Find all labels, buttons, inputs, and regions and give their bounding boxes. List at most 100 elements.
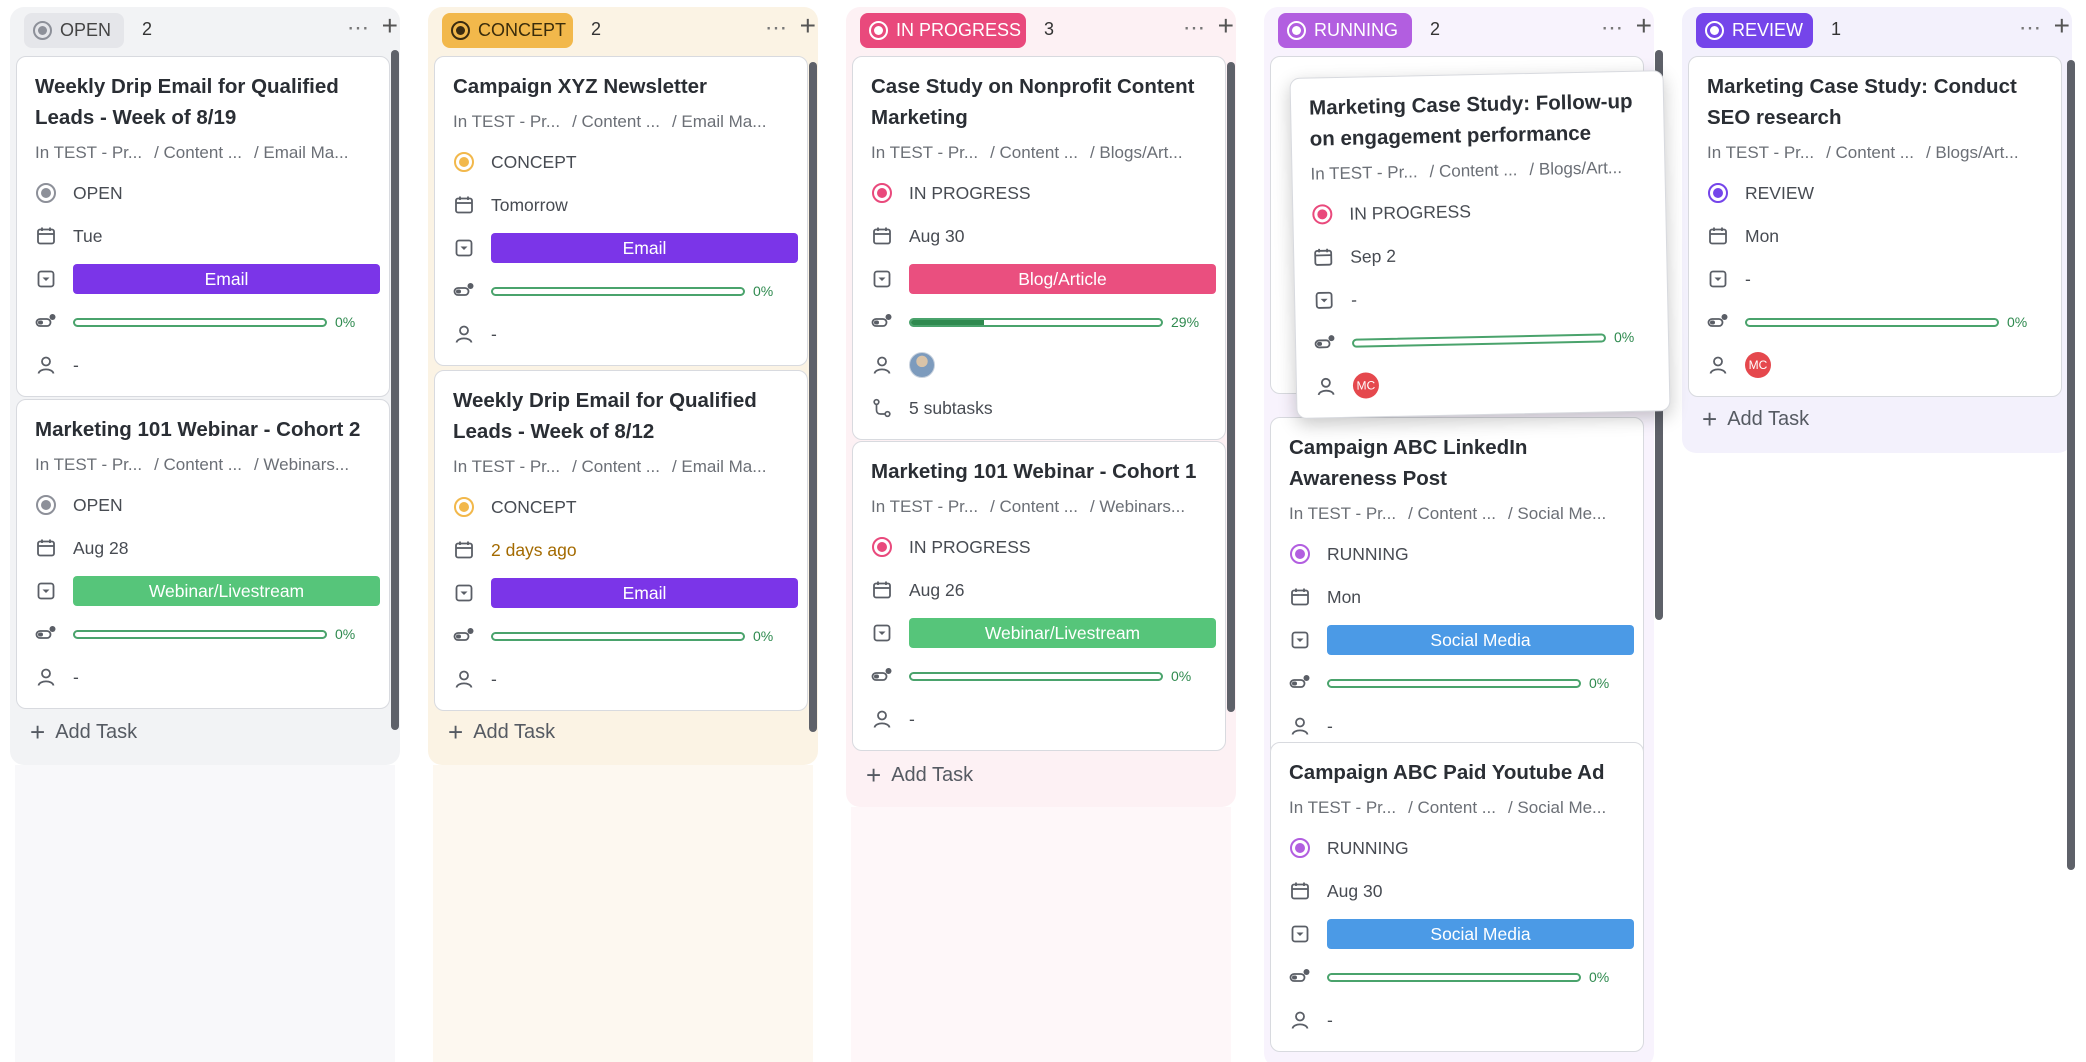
add-task-button[interactable]: + Add Task (448, 717, 555, 748)
task-card[interactable]: Campaign ABC LinkedIn Awareness Post In T… (1270, 417, 1644, 758)
breadcrumb-segment[interactable]: / Email Ma... (671, 112, 767, 131)
breadcrumb-segment[interactable]: In TEST - Pr... (453, 457, 561, 476)
assignee-avatar[interactable]: MC (1352, 372, 1380, 399)
task-breadcrumb[interactable]: In TEST - Pr... / Content ... / Email Ma..… (35, 143, 380, 163)
task-title[interactable]: Marketing 101 Webinar - Cohort 2 (35, 418, 361, 441)
content-type-empty[interactable]: - (1745, 268, 1751, 289)
calendar-field[interactable]: Mon (1289, 583, 1634, 611)
breadcrumb-segment[interactable]: In TEST - Pr... (1289, 504, 1397, 523)
breadcrumb-segment[interactable]: In TEST - Pr... (1707, 143, 1815, 162)
subtask-count[interactable]: 5 subtasks (909, 397, 993, 418)
add-task-button[interactable]: + Add Task (866, 760, 973, 791)
breadcrumb-segment[interactable]: / Content ... (1429, 160, 1518, 182)
task-card[interactable]: Campaign XYZ Newsletter In TEST - Pr... / … (434, 56, 808, 366)
breadcrumb-segment[interactable]: / Content ... (1826, 143, 1914, 162)
progress-field[interactable]: 0% (871, 662, 1216, 690)
column-scrollbar[interactable] (391, 50, 399, 730)
breadcrumb-segment[interactable]: In TEST - Pr... (871, 497, 979, 516)
task-title[interactable]: Marketing Case Study: Follow-up on engag… (1308, 89, 1633, 151)
assignee-empty[interactable]: - (73, 354, 79, 375)
content-type-tag[interactable]: Email (73, 264, 380, 294)
content-type-tag[interactable]: Webinar/Livestream (73, 576, 380, 606)
add-task-plus-icon[interactable]: + (799, 10, 816, 41)
progress-field[interactable]: 0% (453, 277, 798, 305)
dropdown-field-field[interactable]: Social Media (1289, 919, 1634, 949)
person-field[interactable]: - (35, 663, 380, 691)
breadcrumb-segment[interactable]: In TEST - Pr... (1310, 162, 1418, 184)
add-task-plus-icon[interactable]: + (1217, 10, 1234, 41)
status-circle-field[interactable]: OPEN (35, 179, 380, 207)
breadcrumb-segment[interactable]: In TEST - Pr... (453, 112, 561, 131)
assignee-empty[interactable]: - (73, 666, 79, 687)
add-task-plus-icon[interactable]: + (1635, 10, 1652, 41)
task-breadcrumb[interactable]: In TEST - Pr... / Content ... / Email Ma..… (453, 457, 798, 477)
calendar-field[interactable]: Aug 30 (871, 222, 1216, 250)
person-field[interactable]: - (453, 665, 798, 693)
task-breadcrumb[interactable]: In TEST - Pr... / Content ... / Blogs/Art.… (871, 143, 1216, 163)
task-card[interactable]: Marketing 101 Webinar - Cohort 1 In TEST … (852, 441, 1226, 751)
task-title[interactable]: Campaign ABC LinkedIn Awareness Post (1289, 436, 1528, 490)
breadcrumb-segment[interactable]: / Email Ma... (671, 457, 767, 476)
breadcrumb-segment[interactable]: / Blogs/Art... (1089, 143, 1183, 162)
dropdown-field-field[interactable]: Email (453, 578, 798, 608)
task-card[interactable]: Campaign ABC Paid Youtube Ad In TEST - Pr… (1270, 742, 1644, 1052)
task-card[interactable]: Marketing 101 Webinar - Cohort 2 In TEST … (16, 399, 390, 709)
status-circle-field[interactable]: REVIEW (1707, 179, 2052, 207)
calendar-field[interactable]: 2 days ago (453, 536, 798, 564)
breadcrumb-segment[interactable]: / Social Me... (1507, 504, 1607, 523)
task-title[interactable]: Marketing Case Study: Conduct SEO resear… (1707, 75, 2017, 129)
content-type-tag[interactable]: Email (491, 233, 798, 263)
status-pill[interactable]: CONCEPT (442, 13, 573, 48)
breadcrumb-segment[interactable]: In TEST - Pr... (1289, 798, 1397, 817)
assignee-empty[interactable]: - (491, 323, 497, 344)
progress-field[interactable]: 0% (35, 620, 380, 648)
due-date[interactable]: Mon (1327, 586, 1362, 607)
add-task-button[interactable]: + Add Task (30, 717, 137, 748)
calendar-field[interactable]: Tomorrow (453, 191, 798, 219)
add-task-button[interactable]: + Add Task (1702, 404, 1809, 435)
task-title[interactable]: Weekly Drip Email for Qualified Leads - … (35, 75, 339, 129)
person-field[interactable]: MC (1707, 351, 2052, 379)
breadcrumb-segment[interactable]: In TEST - Pr... (35, 455, 143, 474)
breadcrumb-segment[interactable]: In TEST - Pr... (35, 143, 143, 162)
more-dots-icon[interactable]: ⋯ (1601, 15, 1624, 40)
progress-field[interactable]: 0% (1707, 308, 2052, 336)
dropdown-field-field[interactable]: Email (453, 233, 798, 263)
subtask-field[interactable]: 5 subtasks (871, 394, 1216, 422)
breadcrumb-segment[interactable]: / Webinars... (1089, 497, 1186, 516)
content-type-tag[interactable]: Social Media (1327, 625, 1634, 655)
breadcrumb-segment[interactable]: / Content ... (1408, 798, 1496, 817)
progress-field[interactable]: 0% (35, 308, 380, 336)
dropdown-field-field[interactable]: Social Media (1289, 625, 1634, 655)
person-field[interactable]: MC (1315, 365, 1661, 400)
due-date[interactable]: Aug 28 (73, 537, 129, 558)
calendar-field[interactable]: Aug 30 (1289, 877, 1634, 905)
due-date[interactable]: Sep 2 (1350, 245, 1397, 267)
breadcrumb-segment[interactable]: / Content ... (990, 497, 1078, 516)
calendar-field[interactable]: Aug 26 (871, 576, 1216, 604)
breadcrumb-segment[interactable]: / Content ... (990, 143, 1078, 162)
task-card[interactable]: Marketing Case Study: Conduct SEO resear… (1688, 56, 2062, 397)
assignee-empty[interactable]: - (1327, 715, 1333, 736)
person-field[interactable]: - (35, 351, 380, 379)
breadcrumb-segment[interactable]: In TEST - Pr... (871, 143, 979, 162)
status-circle-field[interactable]: RUNNING (1289, 540, 1634, 568)
status-circle-field[interactable]: CONCEPT (453, 148, 798, 176)
status-circle-field[interactable]: IN PROGRESS (1311, 193, 1657, 228)
task-breadcrumb[interactable]: In TEST - Pr... / Content ... / Blogs/Art.… (1707, 143, 2052, 163)
task-title[interactable]: Weekly Drip Email for Qualified Leads - … (453, 389, 757, 443)
assignee-empty[interactable]: - (909, 708, 915, 729)
breadcrumb-segment[interactable]: / Blogs/Art... (1925, 143, 2019, 162)
content-type-empty[interactable]: - (1350, 289, 1358, 310)
task-title[interactable]: Marketing 101 Webinar - Cohort 1 (871, 460, 1197, 483)
dropdown-field-field[interactable]: Webinar/Livestream (35, 576, 380, 606)
column-scrollbar[interactable] (1227, 62, 1235, 712)
task-breadcrumb[interactable]: In TEST - Pr... / Content ... / Webinars..… (871, 497, 1216, 517)
add-task-plus-icon[interactable]: + (381, 10, 398, 41)
dropdown-field-field[interactable]: Email (35, 264, 380, 294)
progress-field[interactable]: 0% (1314, 322, 1660, 357)
due-date[interactable]: Mon (1745, 225, 1780, 246)
assignee-avatar[interactable]: MC (1745, 352, 1771, 378)
breadcrumb-segment[interactable]: / Social Me... (1507, 798, 1607, 817)
due-date[interactable]: Tue (73, 225, 103, 246)
